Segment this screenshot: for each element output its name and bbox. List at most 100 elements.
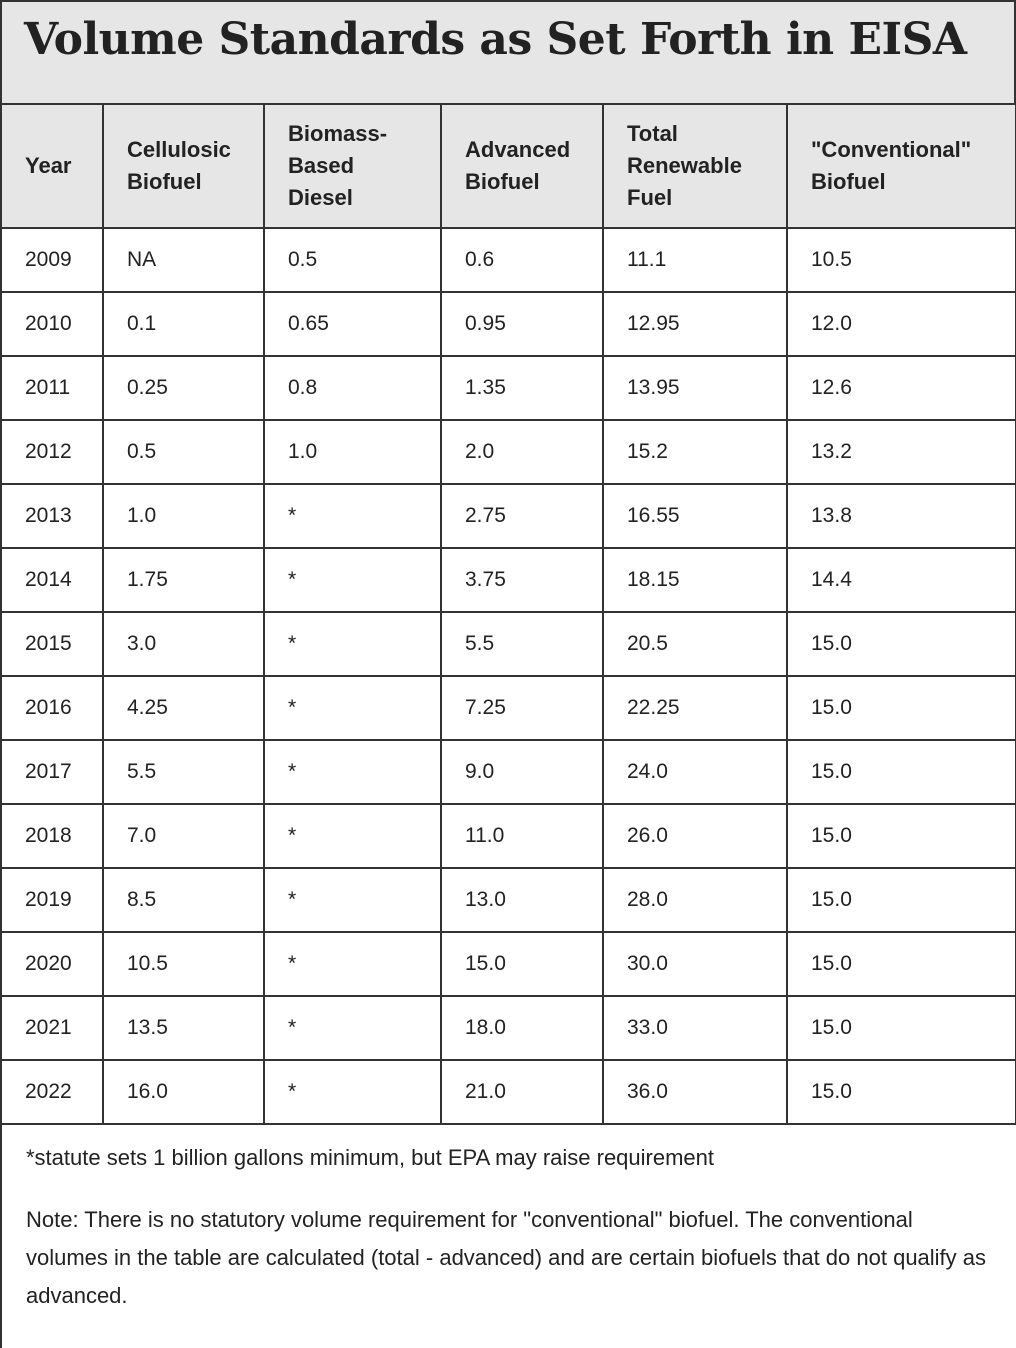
value-cell: 30.0 bbox=[602, 931, 788, 997]
value-cell: 2.0 bbox=[440, 419, 604, 485]
value-cell: 0.6 bbox=[440, 227, 604, 293]
table-row: 2017 5.5 * 9.0 24.0 15.0 bbox=[2, 739, 1016, 805]
table-row: 2009 NA 0.5 0.6 11.1 10.5 bbox=[2, 227, 1016, 293]
value-cell: 16.0 bbox=[102, 1059, 265, 1125]
value-cell: * bbox=[263, 675, 442, 741]
table-row: 2014 1.75 * 3.75 18.15 14.4 bbox=[2, 547, 1016, 613]
value-cell: 0.25 bbox=[102, 355, 265, 421]
value-cell: 33.0 bbox=[602, 995, 788, 1061]
value-cell: 15.0 bbox=[786, 1059, 1016, 1125]
value-cell: 4.25 bbox=[102, 675, 265, 741]
value-cell: 13.95 bbox=[602, 355, 788, 421]
value-cell: 2.75 bbox=[440, 483, 604, 549]
value-cell: 1.0 bbox=[263, 419, 442, 485]
value-cell: 10.5 bbox=[786, 227, 1016, 293]
value-cell: 0.95 bbox=[440, 291, 604, 357]
value-cell: 18.0 bbox=[440, 995, 604, 1061]
table-row: 2011 0.25 0.8 1.35 13.95 12.6 bbox=[2, 355, 1016, 421]
value-cell: 0.5 bbox=[102, 419, 265, 485]
value-cell: 16.55 bbox=[602, 483, 788, 549]
year-cell: 2021 bbox=[2, 995, 104, 1061]
table-row: 2022 16.0 * 21.0 36.0 15.0 bbox=[2, 1059, 1016, 1125]
value-cell: 22.25 bbox=[602, 675, 788, 741]
note: Note: There is no statutory volume requi… bbox=[26, 1207, 987, 1308]
value-cell: 12.6 bbox=[786, 355, 1016, 421]
value-cell: 15.0 bbox=[786, 739, 1016, 805]
value-cell: * bbox=[263, 931, 442, 997]
year-cell: 2018 bbox=[2, 803, 104, 869]
title-bar: Volume Standards as Set Forth in EISA bbox=[2, 0, 1016, 105]
header-row: Year Cellulosic Biofuel Biomass-Based Dies… bbox=[2, 105, 1016, 229]
value-cell: 15.0 bbox=[440, 931, 604, 997]
year-cell: 2014 bbox=[2, 547, 104, 613]
year-cell: 2017 bbox=[2, 739, 104, 805]
notes: *statute sets 1 billion gallons minimum,… bbox=[2, 1125, 1016, 1315]
table-row: 2013 1.0 * 2.75 16.55 13.8 bbox=[2, 483, 1016, 549]
value-cell: 7.25 bbox=[440, 675, 604, 741]
value-cell: 5.5 bbox=[440, 611, 604, 677]
value-cell: 0.5 bbox=[263, 227, 442, 293]
column-header-text: Cellulosic Biofuel bbox=[127, 137, 231, 194]
value-cell: 0.1 bbox=[102, 291, 265, 357]
column-header-text: Total Renewable Fuel bbox=[627, 121, 742, 210]
value-cell: NA bbox=[102, 227, 265, 293]
column-header-text: "Conventional" Biofuel bbox=[811, 137, 972, 194]
value-cell: 13.5 bbox=[102, 995, 265, 1061]
value-cell: 0.8 bbox=[263, 355, 442, 421]
value-cell: 1.35 bbox=[440, 355, 604, 421]
table-row: 2012 0.5 1.0 2.0 15.2 13.2 bbox=[2, 419, 1016, 485]
column-header: Year bbox=[2, 105, 104, 229]
year-cell: 2011 bbox=[2, 355, 104, 421]
value-cell: * bbox=[263, 739, 442, 805]
value-cell: 18.15 bbox=[602, 547, 788, 613]
value-cell: 0.65 bbox=[263, 291, 442, 357]
value-cell: 3.75 bbox=[440, 547, 604, 613]
value-cell: 15.0 bbox=[786, 931, 1016, 997]
year-cell: 2009 bbox=[2, 227, 104, 293]
year-cell: 2012 bbox=[2, 419, 104, 485]
year-cell: 2020 bbox=[2, 931, 104, 997]
year-cell: 2013 bbox=[2, 483, 104, 549]
value-cell: 7.0 bbox=[102, 803, 265, 869]
value-cell: 9.0 bbox=[440, 739, 604, 805]
column-header: Total Renewable Fuel bbox=[602, 105, 788, 229]
value-cell: 15.0 bbox=[786, 867, 1016, 933]
year-cell: 2016 bbox=[2, 675, 104, 741]
column-header-text: Biomass-Based Diesel bbox=[288, 121, 388, 210]
value-cell: 28.0 bbox=[602, 867, 788, 933]
table-row: 2019 8.5 * 13.0 28.0 15.0 bbox=[2, 867, 1016, 933]
value-cell: 1.0 bbox=[102, 483, 265, 549]
value-cell: 15.0 bbox=[786, 995, 1016, 1061]
value-cell: 8.5 bbox=[102, 867, 265, 933]
value-cell: 20.5 bbox=[602, 611, 788, 677]
column-header: Cellulosic Biofuel bbox=[102, 105, 265, 229]
table-row: 2020 10.5 * 15.0 30.0 15.0 bbox=[2, 931, 1016, 997]
table-body: 2009 NA 0.5 0.6 11.1 10.5 2010 0.1 0.65 0.95 12.95… bbox=[2, 227, 1016, 1125]
value-cell: 12.0 bbox=[786, 291, 1016, 357]
table-row: 2015 3.0 * 5.5 20.5 15.0 bbox=[2, 611, 1016, 677]
column-header: Advanced Biofuel bbox=[440, 105, 604, 229]
column-header-text: Advanced Biofuel bbox=[465, 137, 571, 194]
value-cell: 12.95 bbox=[602, 291, 788, 357]
value-cell: 36.0 bbox=[602, 1059, 788, 1125]
value-cell: 10.5 bbox=[102, 931, 265, 997]
column-header: "Conventional" Biofuel bbox=[786, 105, 1016, 229]
value-cell: * bbox=[263, 547, 442, 613]
value-cell: 5.5 bbox=[102, 739, 265, 805]
year-cell: 2022 bbox=[2, 1059, 104, 1125]
year-cell: 2015 bbox=[2, 611, 104, 677]
value-cell: 15.0 bbox=[786, 611, 1016, 677]
footnote: *statute sets 1 billion gallons minimum,… bbox=[26, 1145, 715, 1170]
value-cell: 3.0 bbox=[102, 611, 265, 677]
value-cell: 11.1 bbox=[602, 227, 788, 293]
table-row: 2010 0.1 0.65 0.95 12.95 12.0 bbox=[2, 291, 1016, 357]
value-cell: 1.75 bbox=[102, 547, 265, 613]
title: Volume Standards as Set Forth in EISA bbox=[24, 14, 967, 65]
value-cell: 14.4 bbox=[786, 547, 1016, 613]
value-cell: * bbox=[263, 611, 442, 677]
value-cell: * bbox=[263, 1059, 442, 1125]
column-header-text: Year bbox=[25, 153, 72, 178]
value-cell: 15.0 bbox=[786, 675, 1016, 741]
value-cell: 15.0 bbox=[786, 803, 1016, 869]
